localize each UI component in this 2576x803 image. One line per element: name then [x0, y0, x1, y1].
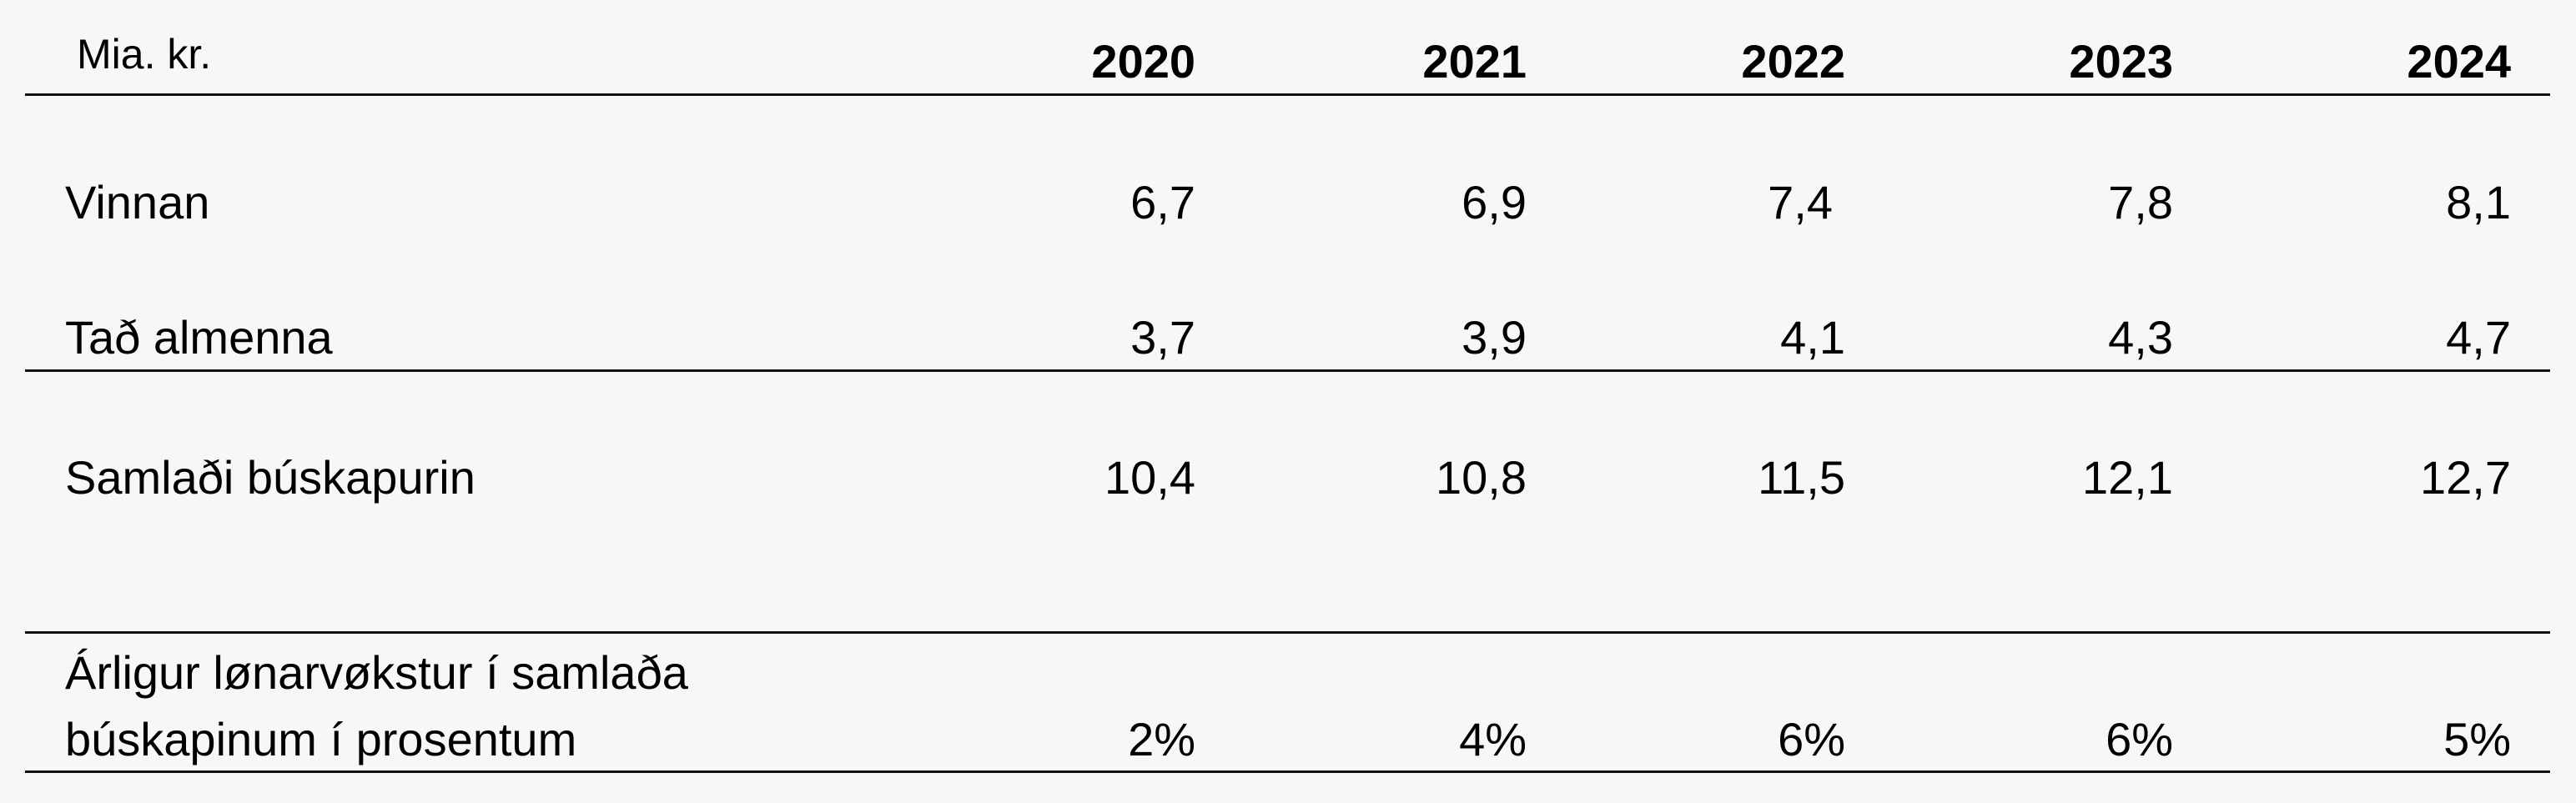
table-cell: 12,7 — [2420, 451, 2511, 504]
table-cell: 10,4 — [1104, 451, 1195, 504]
table-cell: 8,1 — [2446, 176, 2511, 228]
table-cell: 7,8 — [2108, 176, 2173, 228]
table-cell: 6% — [1778, 713, 1845, 765]
row-label: Samlaði búskapurin — [65, 451, 475, 504]
row-label: Árligur lønarvøkstur í samlaða — [65, 646, 688, 699]
year-header: 2024 — [2407, 35, 2511, 88]
table-cell: 4,1 — [1780, 311, 1845, 364]
table-cell: 4,7 — [2446, 311, 2511, 364]
table-cell: 7,4 — [1768, 176, 1833, 228]
year-header: 2020 — [1091, 35, 1195, 88]
table-cell: 4% — [1459, 713, 1527, 765]
table-cell: 4,3 — [2108, 311, 2173, 364]
unit-label: Mia. kr. — [77, 31, 212, 78]
table-cell: 3,7 — [1130, 311, 1195, 364]
row-label: búskapinum í prosentum — [65, 713, 577, 765]
table-cell: 6,9 — [1462, 176, 1527, 228]
year-header: 2023 — [2069, 35, 2173, 88]
row-label: Tað almenna — [65, 311, 333, 364]
year-header: 2022 — [1741, 35, 1845, 88]
table-cell: 6,7 — [1130, 176, 1195, 228]
table-cell: 5% — [2443, 713, 2511, 765]
bottom-rule — [25, 770, 2550, 773]
subtotal-rule — [25, 369, 2550, 372]
row-label: Vinnan — [65, 176, 210, 228]
header-rule — [25, 93, 2550, 96]
table-cell: 2% — [1128, 713, 1195, 765]
table-cell: 11,5 — [1758, 451, 1845, 504]
table-cell: 10,8 — [1436, 451, 1527, 504]
table-cell: 6% — [2106, 713, 2173, 765]
table-cell: 12,1 — [2082, 451, 2173, 504]
section-rule — [25, 631, 2550, 634]
table-cell: 3,9 — [1462, 311, 1527, 364]
year-header: 2021 — [1422, 35, 1527, 88]
